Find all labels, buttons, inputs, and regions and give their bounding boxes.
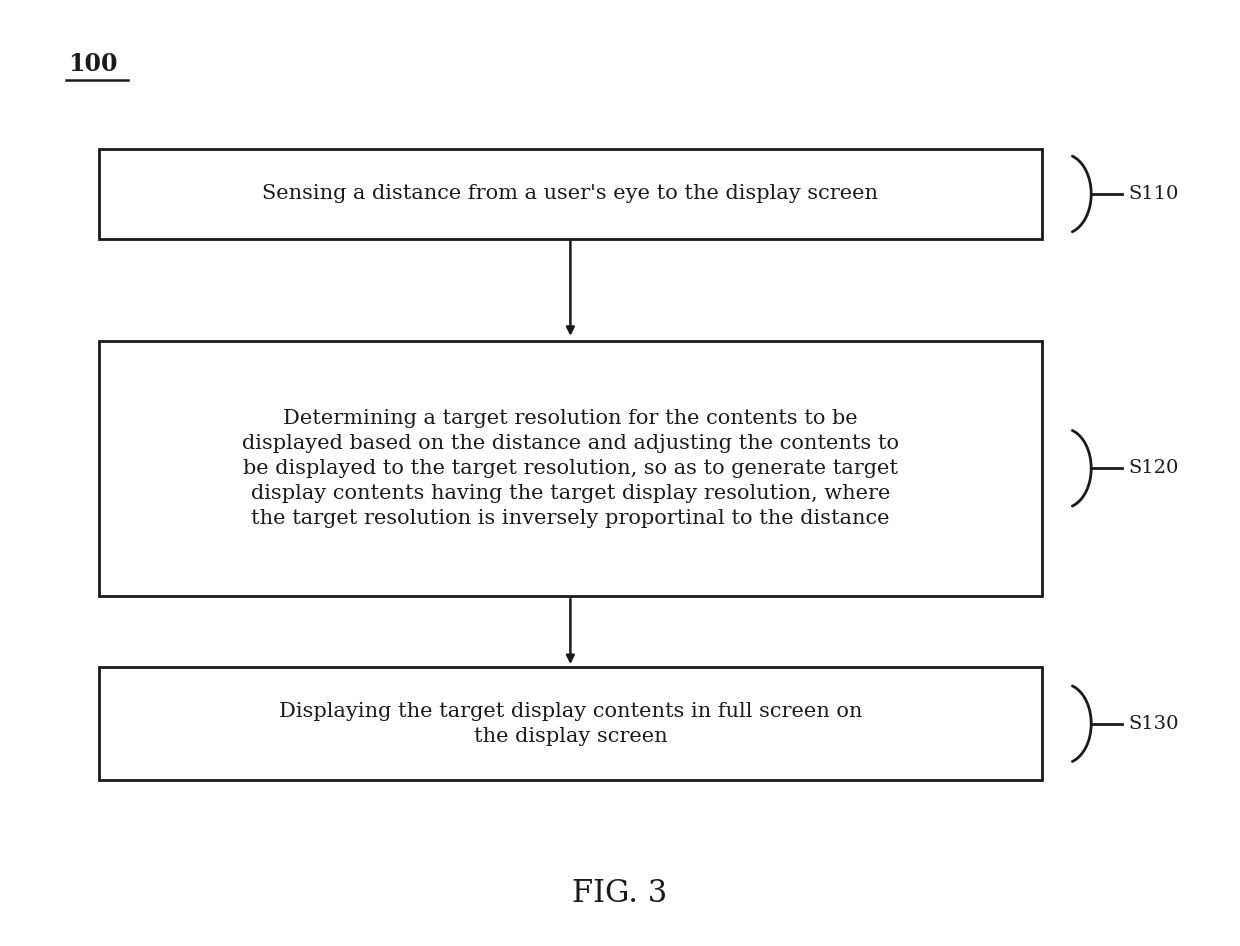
Text: 100: 100	[68, 52, 118, 76]
Text: Sensing a distance from a user's eye to the display screen: Sensing a distance from a user's eye to …	[263, 184, 878, 203]
Text: Displaying the target display contents in full screen on
the display screen: Displaying the target display contents i…	[279, 702, 862, 745]
Text: S130: S130	[1128, 714, 1179, 733]
FancyBboxPatch shape	[99, 667, 1042, 780]
Text: Determining a target resolution for the contents to be
displayed based on the di: Determining a target resolution for the …	[242, 409, 899, 528]
Text: FIG. 3: FIG. 3	[573, 879, 667, 909]
Text: S110: S110	[1128, 184, 1179, 203]
FancyBboxPatch shape	[99, 341, 1042, 596]
FancyBboxPatch shape	[99, 149, 1042, 239]
Text: S120: S120	[1128, 459, 1179, 478]
